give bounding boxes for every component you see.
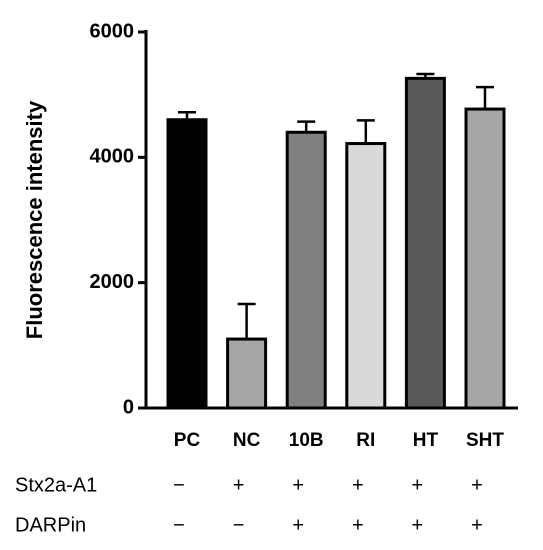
condition-sign: − — [233, 514, 245, 536]
bar — [226, 337, 268, 410]
condition-sign: + — [233, 474, 245, 496]
condition-sign: + — [471, 474, 483, 496]
condition-sign: + — [412, 474, 424, 496]
condition-sign: + — [471, 514, 483, 536]
x-tick-label: PC — [174, 430, 201, 451]
y-tick-label: 2000 — [90, 271, 135, 293]
condition-sign: + — [352, 474, 364, 496]
y-tick-label: 4000 — [90, 146, 135, 168]
x-tick-label: RI — [356, 430, 375, 451]
condition-sign: − — [173, 514, 185, 536]
bar — [404, 76, 446, 410]
condition-sign: − — [173, 474, 185, 496]
bar — [166, 118, 208, 410]
condition-sign: + — [292, 514, 304, 536]
y-axis-label: Fluorescence intensity — [22, 100, 47, 339]
x-tick-label: HT — [413, 430, 439, 451]
x-tick-label: NC — [233, 430, 261, 451]
condition-label: Stx2a-A1 — [15, 474, 97, 496]
bar — [464, 107, 506, 410]
y-tick-label: 6000 — [90, 20, 135, 42]
x-tick-label: 10B — [289, 430, 324, 451]
condition-label: DARPin — [15, 514, 86, 536]
condition-sign: + — [352, 514, 364, 536]
condition-sign: + — [412, 514, 424, 536]
bar — [285, 130, 327, 410]
y-tick-label: 0 — [123, 396, 134, 418]
x-tick-label: SHT — [466, 430, 504, 451]
condition-sign: + — [292, 474, 304, 496]
bar — [345, 142, 387, 410]
